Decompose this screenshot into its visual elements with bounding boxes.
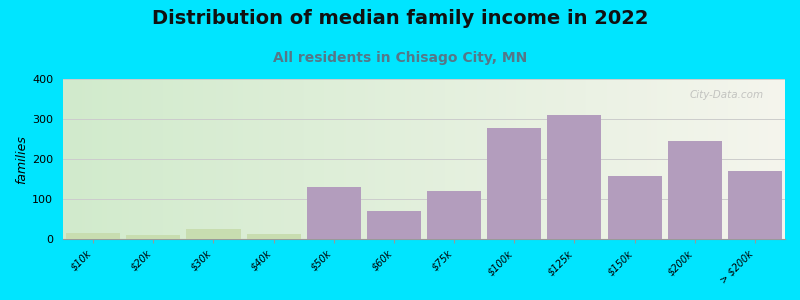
Text: City-Data.com: City-Data.com	[690, 90, 763, 100]
Bar	[126, 235, 180, 239]
Bar	[607, 176, 662, 239]
Bar	[728, 171, 782, 239]
Y-axis label: families: families	[15, 135, 28, 184]
Bar	[186, 229, 241, 239]
Text: All residents in Chisago City, MN: All residents in Chisago City, MN	[273, 51, 527, 65]
Bar	[306, 187, 361, 239]
Bar	[427, 191, 481, 239]
Bar	[66, 233, 120, 239]
Bar	[246, 235, 301, 239]
Bar	[668, 141, 722, 239]
Bar	[547, 115, 602, 239]
Bar	[367, 211, 421, 239]
Text: Distribution of median family income in 2022: Distribution of median family income in …	[152, 9, 648, 28]
Bar	[487, 128, 542, 239]
